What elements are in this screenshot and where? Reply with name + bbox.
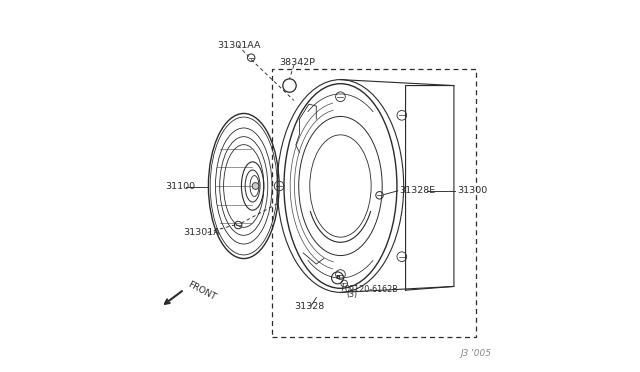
Text: 31100: 31100 [165,182,195,191]
Text: 31301AA: 31301AA [218,41,261,50]
Text: FRONT: FRONT [186,280,217,302]
Text: 09120-6162B: 09120-6162B [344,285,398,294]
Text: 31301A: 31301A [183,228,220,237]
Circle shape [252,183,259,189]
Text: J3 '005: J3 '005 [460,349,491,358]
Text: B: B [335,275,340,280]
Bar [271,69,476,337]
Text: 38342P: 38342P [279,58,315,67]
Text: (3): (3) [347,291,358,299]
Text: 31300: 31300 [458,186,488,195]
Text: 31328: 31328 [294,302,324,311]
Text: 31328E: 31328E [399,186,436,195]
